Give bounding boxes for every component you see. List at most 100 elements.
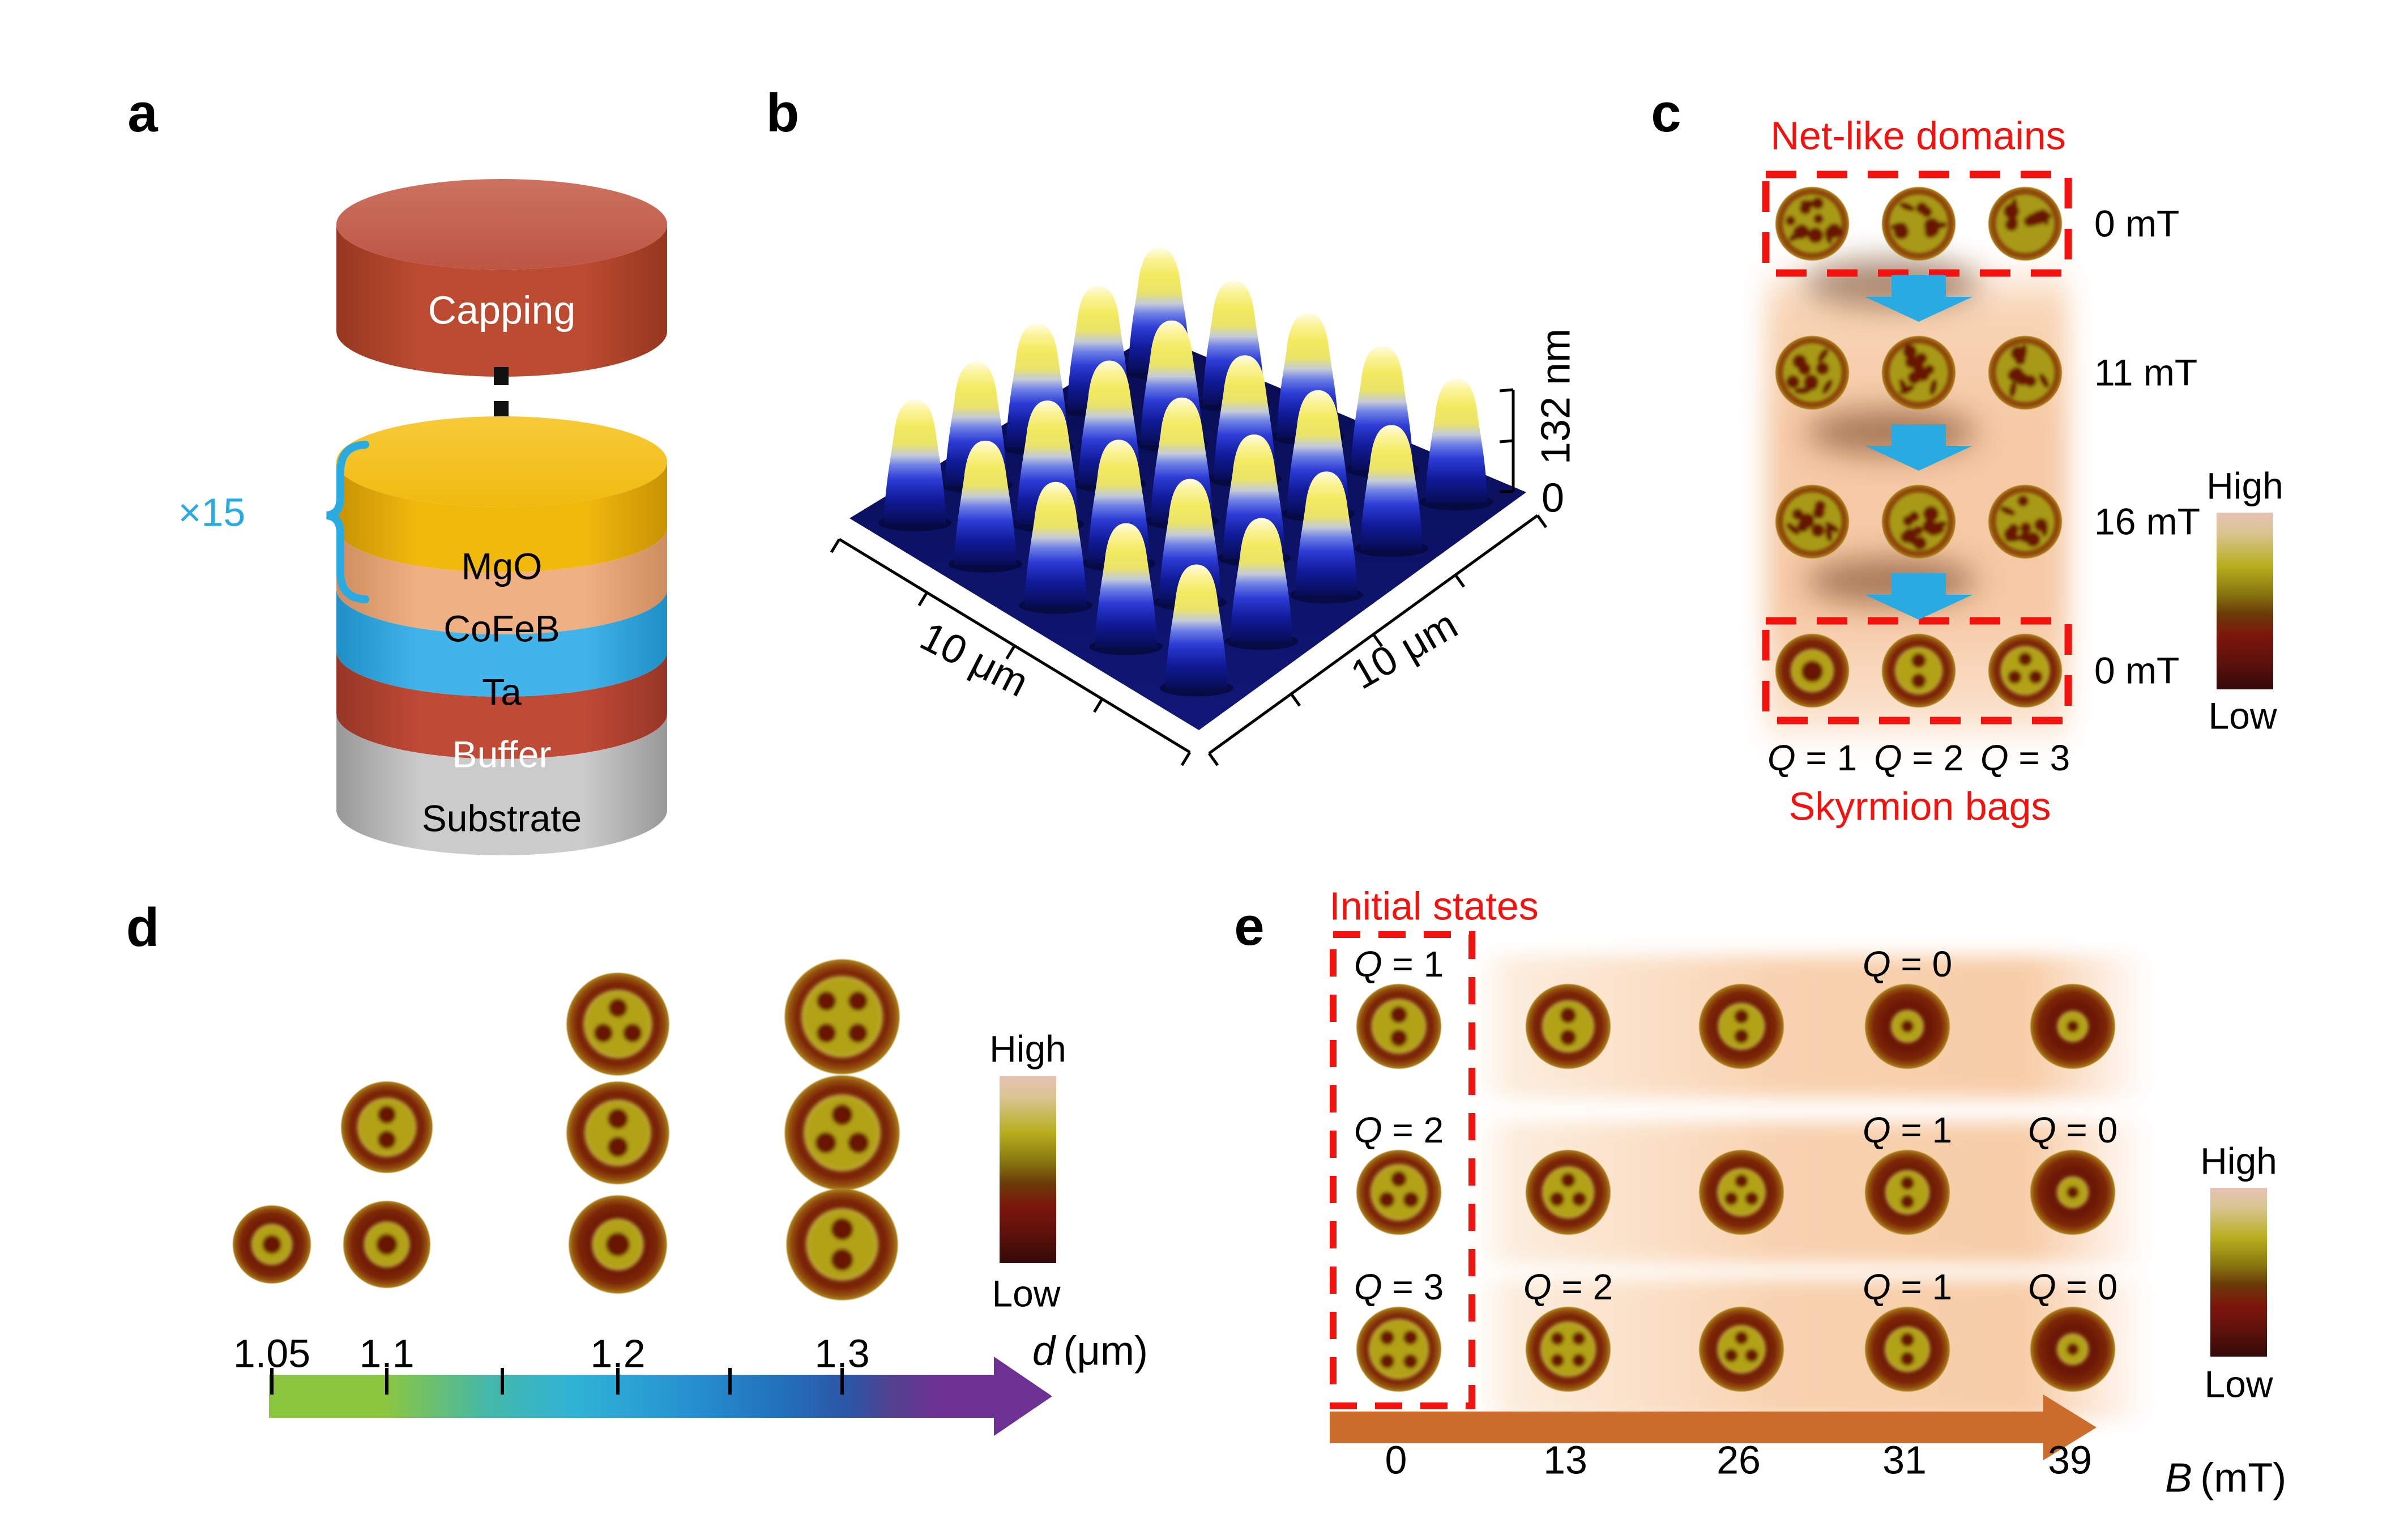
q-symbol: Q (1354, 1109, 1382, 1150)
e-q-label: Q = 1 (1354, 943, 1444, 984)
panel-letter-b: b (766, 83, 800, 144)
mfm-disk-bag4 (784, 958, 900, 1075)
field-sequence-arrows (1865, 275, 1972, 620)
d-axis-symbol: d (1032, 1328, 1056, 1374)
panel-letter-e: e (1234, 896, 1265, 957)
colorbar-c-low: Low (2208, 694, 2277, 737)
panel-d-mfm-disks (232, 958, 900, 1301)
e-field-label: 13 (1543, 1438, 1587, 1482)
mfm-disk-bag4 (1525, 1306, 1611, 1392)
q-symbol: Q (1862, 1266, 1891, 1307)
mfm-disk-bag3 (1698, 1306, 1784, 1392)
colorbar-e (2210, 1188, 2267, 1357)
layer-ta (336, 589, 667, 697)
mfm-disk-bag1 (1775, 633, 1850, 708)
e-field-label: 0 (1385, 1438, 1407, 1482)
afm-pillar (1419, 378, 1493, 511)
q-symbol: Q (1862, 1109, 1891, 1150)
mfm-disk-net (1775, 484, 1850, 559)
down-arrow-icon (1865, 275, 1972, 322)
e-axis-symbol: B (2164, 1455, 2192, 1501)
e-field-label: 26 (1717, 1438, 1761, 1482)
mfm-disk-net (1881, 186, 1956, 261)
capping-layer (336, 179, 667, 270)
e-axis-unit: (mT) (2200, 1455, 2287, 1501)
mfm-disk-bag2 (1698, 983, 1784, 1069)
mfm-disk-net (1775, 186, 1850, 261)
e-axis-label: B (mT) (2165, 1456, 2286, 1500)
capping-label: Capping (428, 288, 576, 332)
c-field-label: 0 mT (2094, 202, 2180, 245)
mfm-disk-net (1988, 484, 2063, 559)
d-tick-label: 1.05 (233, 1331, 311, 1376)
q-symbol: Q (1862, 943, 1891, 984)
down-arrow-icon (1865, 424, 1972, 471)
layer-cofeb (336, 527, 667, 634)
q-symbol: Q (2027, 1109, 2056, 1150)
d-axis-label: d (μm) (1032, 1329, 1148, 1374)
mfm-disk-bag2 (566, 1081, 670, 1185)
afm-pillar (1354, 425, 1428, 557)
e-q-label: Q = 0 (1862, 943, 1953, 984)
mfm-disk-bag2 (1356, 983, 1442, 1069)
mfm-disk-bag2 (1864, 1149, 1950, 1235)
mfm-disk-bag3 (784, 1075, 900, 1191)
q-symbol: Q (1767, 737, 1796, 778)
repeat-brace (326, 441, 369, 603)
mgo-top-face (336, 416, 667, 507)
layer-label-ta: Ta (482, 671, 522, 713)
e-q-label: Q = 2 (1354, 1109, 1444, 1150)
layer-label-cofeb: CoFeB (443, 607, 560, 650)
q-symbol: Q (1873, 737, 1902, 778)
mfm-disk-ring (568, 1195, 668, 1294)
afm-pillar (948, 440, 1022, 573)
field-axis-arrow (1330, 1395, 2097, 1460)
colorbar-c-high: High (2206, 464, 2283, 507)
e-q-label: Q = 0 (2027, 1266, 2118, 1307)
d-tick-label: 1.1 (359, 1331, 415, 1376)
layer-mgo (336, 462, 667, 572)
afm-pillar (1224, 518, 1299, 650)
mfm-disk-bag2 (1881, 633, 1956, 708)
q-symbol: Q (1980, 737, 2009, 778)
initial-states-title: Initial states (1329, 884, 1539, 928)
mfm-disk-bag3 (1698, 1149, 1784, 1235)
b-z-min-label: 0 (1541, 475, 1565, 521)
layer-label-substrate: Substrate (421, 797, 582, 839)
diameter-axis-arrow (269, 1357, 1052, 1436)
e-q-label: Q = 2 (1523, 1266, 1613, 1307)
c-q-label: Q = 1 (1767, 737, 1858, 778)
layer-buffer (336, 651, 667, 759)
afm-3d-plot (849, 248, 1526, 730)
e-field-label: 31 (1882, 1438, 1927, 1482)
multilayer-stack-diagram (326, 179, 667, 855)
d-tick-label: 1.2 (590, 1331, 646, 1376)
e-field-label: 39 (2048, 1438, 2092, 1482)
repeat-count-label: ×15 (178, 490, 246, 535)
initial-states-box (1330, 931, 1475, 1409)
mfm-disk-ring (343, 1200, 431, 1289)
mfm-disk-bag3 (1988, 633, 2063, 708)
mfm-disk-ringS (1864, 983, 1950, 1069)
afm-pillar (878, 399, 952, 531)
afm-pillar (1159, 564, 1233, 697)
mfm-disk-bag3 (1356, 1149, 1442, 1235)
q-symbol: Q (1523, 1266, 1552, 1307)
mfm-disk-bag2 (1525, 983, 1611, 1069)
skyrmion-bags-title: Skyrmion bags (1788, 784, 2051, 829)
afm-pillar (1019, 481, 1093, 614)
panel-letter-c: c (1651, 83, 1681, 144)
colorbar-d-high: High (989, 1028, 1066, 1070)
afm-3d-axes (830, 388, 1548, 766)
panel-letter-d: d (126, 897, 160, 958)
c-q-label: Q = 3 (1980, 737, 2070, 778)
mfm-disk-bag4 (1356, 1306, 1442, 1392)
mfm-disk-ringS (2030, 983, 2116, 1069)
c-field-label: 11 mT (2094, 351, 2198, 394)
mfm-disk-bag3 (566, 972, 670, 1076)
e-q-label: Q = 1 (1862, 1266, 1953, 1307)
colorbar-d (1000, 1076, 1056, 1263)
layer-label-mgo: MgO (461, 545, 543, 587)
colorbar-e-high: High (2200, 1140, 2277, 1182)
